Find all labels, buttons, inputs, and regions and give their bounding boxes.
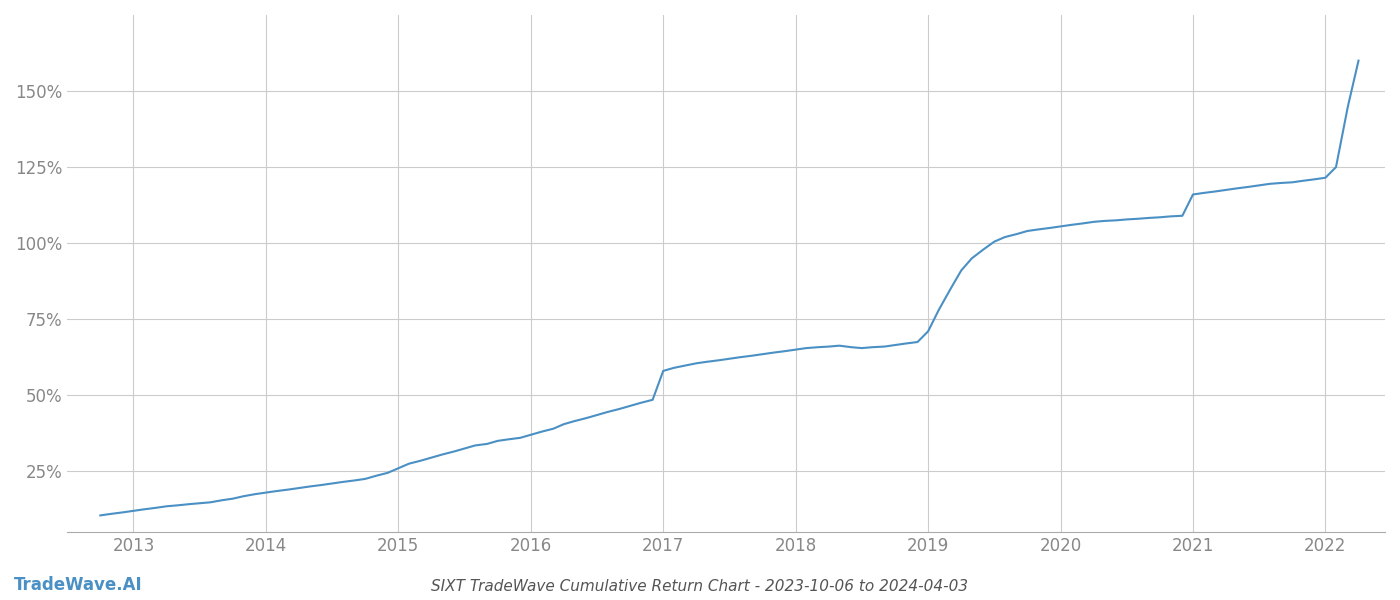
Text: SIXT TradeWave Cumulative Return Chart - 2023-10-06 to 2024-04-03: SIXT TradeWave Cumulative Return Chart -… — [431, 579, 969, 594]
Text: TradeWave.AI: TradeWave.AI — [14, 576, 143, 594]
